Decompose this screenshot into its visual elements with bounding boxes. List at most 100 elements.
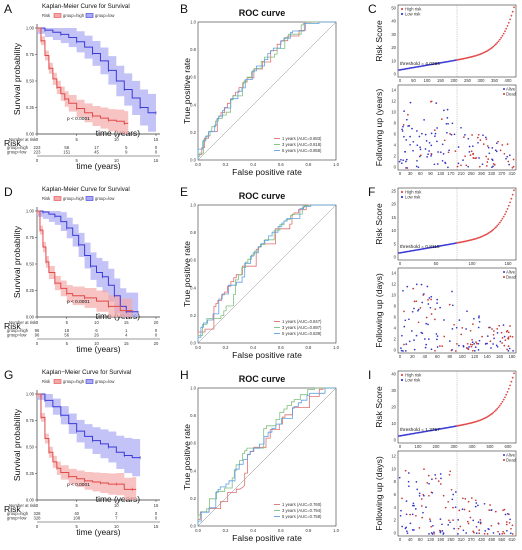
km-pvalue: p < 0.0001 [67,116,90,122]
risk-status-point [467,348,470,351]
risk-status-point [427,338,430,340]
risk-status-point [417,166,420,169]
roc-title: ROC curve [239,374,286,384]
risk-status-point [470,345,473,348]
km-legend-high-swatch [53,196,62,201]
risk-status-point [407,113,409,116]
risk-status-point [420,498,423,500]
risk-status-point [439,531,442,534]
risk-status-point [473,342,476,345]
risk-status-point [471,338,473,341]
risk-status-point [439,518,442,520]
risk-status-point [466,310,468,313]
panel-letter: D [4,185,13,199]
risk-status-point [500,331,503,334]
roc-y-tick-label: 0.4 [190,102,196,107]
risk-status-point [446,131,448,134]
risk-status-x-tick-label: 170 [447,171,455,176]
km-risk-x-tick-label: 5 [75,158,78,163]
risk-status-point [402,350,404,352]
risk-status-point [426,482,429,484]
risk-status-point [451,328,454,330]
risk-status-point [402,159,405,162]
roc-y-tick-label: 0.6 [190,441,196,446]
risk-status-point [471,134,473,136]
risk-status-point [474,505,477,508]
risk-status-point [436,302,438,304]
risk-score-point [489,47,492,50]
risk-score-x-tick-label: 400 [505,78,513,83]
risk-status-point [502,509,504,512]
risk-status-point [477,521,480,523]
risk-score-point [501,400,504,403]
roc-x-tick-label: 0.0 [195,528,201,533]
risk-status-point [413,307,415,310]
risk-score-y-tick-label: 20 [391,45,396,50]
risk-status-point [492,163,495,165]
km-risk-count-low: 151 [63,150,71,155]
risk-status-point [503,344,506,347]
risk-status-point [420,283,423,286]
risk-status-point [506,348,508,351]
risk-score-point [491,229,493,232]
roc-x-tick-label: 0.4 [250,162,256,167]
risk-status-point [400,162,403,165]
risk-status-point [505,523,508,526]
roc-frame [197,387,337,527]
risk-score-y-tick-label: 30 [391,32,396,37]
risk-status-y-tick-label: 0 [394,531,397,536]
risk-status-point [436,335,439,337]
risk-status-point [503,532,506,535]
km-legend-low-swatch [85,196,94,201]
roc-y-tick-label: 0.8 [190,230,196,235]
roc-x-tick-label: 0.2 [223,345,229,350]
risk-score-point [513,6,515,9]
km-y-tick-label: 1.00 [26,26,35,31]
risk-status-point [489,504,491,506]
risk-status-point [438,529,441,532]
km-legend-low: group=low [95,379,115,384]
roc-x-tick-label: 0.6 [278,528,284,533]
risk-status-point [479,519,482,521]
risk-status-point [419,146,421,149]
km-pvalue: p < 0.0001 [67,482,90,488]
risk-status-point [459,525,462,528]
risk-status-point [450,133,453,136]
risk-status-point [435,333,438,335]
km-legend-low-swatch [85,379,94,384]
risk-status-point [491,147,494,149]
risk-status-point [411,310,414,313]
km-risk-x-tick-label: 10 [94,341,99,346]
risk-status-point [457,519,460,521]
risk-status-y-tick-label: 2 [394,154,397,159]
risk-status-x-tick-label: 130 [437,171,445,176]
risk-status-point [472,152,475,155]
risk-status-point [505,521,508,523]
risk-status-x-tick-label: 410 [509,171,517,176]
km-y-tick-label: 0.75 [26,235,35,240]
km-risk-count-low: 328 [34,516,42,521]
risk-status-point [448,149,450,152]
risk-score-point [492,411,495,414]
risk-status-point [501,532,504,535]
panel-letter: E [180,185,188,199]
risk-status-point [406,532,409,535]
risk-legend-alive-dot [503,271,505,273]
risk-status-point [408,485,410,488]
risk-status-x-tick-label: 610 [509,537,517,542]
risk-status-point [508,154,511,157]
risk-status-point [430,153,433,155]
risk-status-point [492,165,494,168]
km-y-tick-label: 0.25 [26,471,35,476]
risk-score-point [510,197,513,200]
risk-status-point [488,509,491,511]
risk-score-point [507,204,510,207]
risk-status-point [430,313,433,315]
risk-status-point [478,532,481,535]
risk-status-point [492,343,494,345]
risk-status-point [507,338,510,340]
risk-status-point [483,502,486,505]
risk-status-point [511,335,514,338]
risk-status-point [418,155,421,158]
